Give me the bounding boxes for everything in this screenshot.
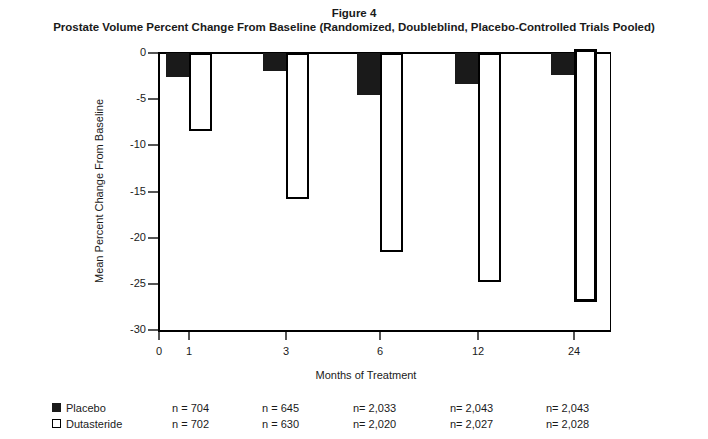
n-value: n = 645 bbox=[262, 401, 299, 415]
n-value: n= 2,028 bbox=[546, 417, 589, 431]
figure-4-chart: Figure 4 Prostate Volume Percent Change … bbox=[0, 0, 708, 439]
dutasteride-bar-month-12 bbox=[478, 53, 501, 282]
figure-title: Figure 4 bbox=[0, 6, 708, 20]
dutasteride-bar-month-6 bbox=[380, 53, 403, 252]
dutasteride-bar-month-3 bbox=[286, 53, 309, 199]
x-tick-mark bbox=[573, 332, 575, 340]
y-tick-label: -25 bbox=[106, 277, 146, 290]
legend-label-placebo: Placebo bbox=[66, 401, 106, 415]
y-tick-label: -20 bbox=[106, 231, 146, 244]
y-tick-label: 0 bbox=[106, 46, 146, 59]
x-tick-label: 1 bbox=[169, 345, 209, 358]
x-tick-label: 12 bbox=[458, 345, 498, 358]
x-tick-mark bbox=[379, 332, 381, 340]
plot-border-left bbox=[158, 52, 160, 332]
placebo-swatch-icon bbox=[52, 403, 61, 412]
y-tick-mark bbox=[148, 237, 158, 239]
x-tick-label: 24 bbox=[554, 345, 594, 358]
legend-row-dutasteride: Dutasteride n = 702 n = 630 n= 2,020 n= 2,02… bbox=[0, 417, 708, 432]
placebo-bar-month-12 bbox=[455, 53, 478, 84]
x-tick-label: 3 bbox=[266, 345, 306, 358]
x-tick-mark bbox=[477, 332, 479, 340]
plot-border-bottom bbox=[158, 330, 611, 332]
x-tick-label: 6 bbox=[360, 345, 400, 358]
placebo-bar-month-3 bbox=[263, 53, 286, 71]
legend-row-placebo: Placebo n = 704 n = 645 n= 2,033 n= 2,043 n= … bbox=[0, 401, 708, 416]
dutasteride-bar-month-24 bbox=[574, 49, 597, 302]
n-value: n= 2,043 bbox=[450, 401, 493, 415]
placebo-bar-month-1 bbox=[166, 53, 189, 77]
y-tick-mark bbox=[148, 283, 158, 285]
y-tick-label: -10 bbox=[106, 138, 146, 151]
n-value: n= 2,043 bbox=[546, 401, 589, 415]
x-axis-title: Months of Treatment bbox=[266, 369, 466, 381]
x-tick-mark bbox=[188, 332, 190, 340]
n-value: n= 2,020 bbox=[353, 417, 396, 431]
plot-border-right bbox=[610, 52, 611, 332]
y-tick-mark bbox=[148, 52, 158, 54]
n-value: n= 2,027 bbox=[450, 417, 493, 431]
n-value: n = 704 bbox=[172, 401, 209, 415]
x-tick-mark bbox=[285, 332, 287, 340]
y-tick-mark bbox=[148, 329, 158, 331]
y-tick-mark bbox=[148, 191, 158, 193]
y-tick-label: -15 bbox=[106, 185, 146, 198]
dutasteride-swatch-icon bbox=[52, 419, 61, 428]
placebo-bar-month-24 bbox=[551, 53, 574, 75]
n-value: n = 702 bbox=[172, 417, 209, 431]
placebo-bar-month-6 bbox=[357, 53, 380, 95]
y-axis-title: Mean Percent Change From Baseline bbox=[93, 99, 105, 283]
y-tick-label: -5 bbox=[106, 92, 146, 105]
y-tick-mark bbox=[148, 98, 158, 100]
n-value: n = 630 bbox=[262, 417, 299, 431]
dutasteride-bar-month-1 bbox=[189, 53, 212, 131]
legend-label-dutasteride: Dutasteride bbox=[66, 417, 122, 431]
figure-subtitle: Prostate Volume Percent Change From Base… bbox=[0, 20, 708, 34]
x-tick-mark bbox=[158, 332, 160, 340]
y-tick-mark bbox=[148, 144, 158, 146]
n-value: n= 2,033 bbox=[353, 401, 396, 415]
y-tick-label: -30 bbox=[106, 323, 146, 336]
